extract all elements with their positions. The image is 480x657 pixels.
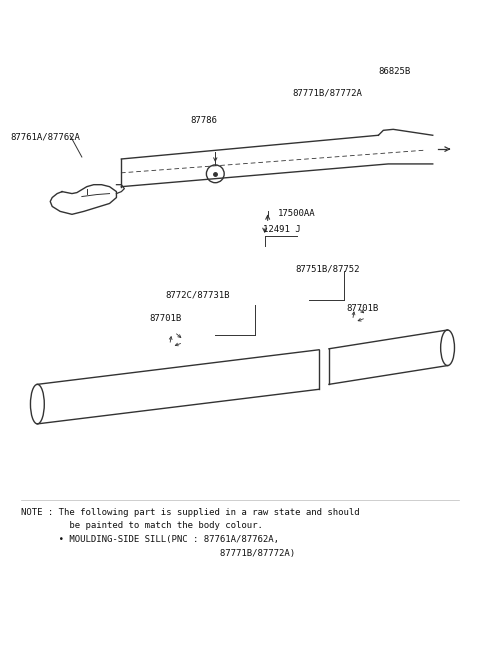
Text: 87761A/87762A: 87761A/87762A — [11, 133, 81, 142]
Text: 12491 J: 12491 J — [263, 225, 300, 234]
Text: 87701B: 87701B — [149, 313, 181, 323]
Text: 87701B: 87701B — [347, 304, 379, 313]
Text: 17500AA: 17500AA — [277, 209, 315, 218]
Text: 86825B: 86825B — [378, 66, 410, 76]
Text: NOTE : The following part is supplied in a raw state and should
         be pain: NOTE : The following part is supplied in… — [21, 508, 359, 558]
Text: 87751B/87752: 87751B/87752 — [295, 264, 360, 273]
Text: 87786: 87786 — [191, 116, 217, 125]
Text: 8772C/87731B: 8772C/87731B — [166, 291, 230, 300]
Text: 87771B/87772A: 87771B/87772A — [292, 88, 362, 97]
